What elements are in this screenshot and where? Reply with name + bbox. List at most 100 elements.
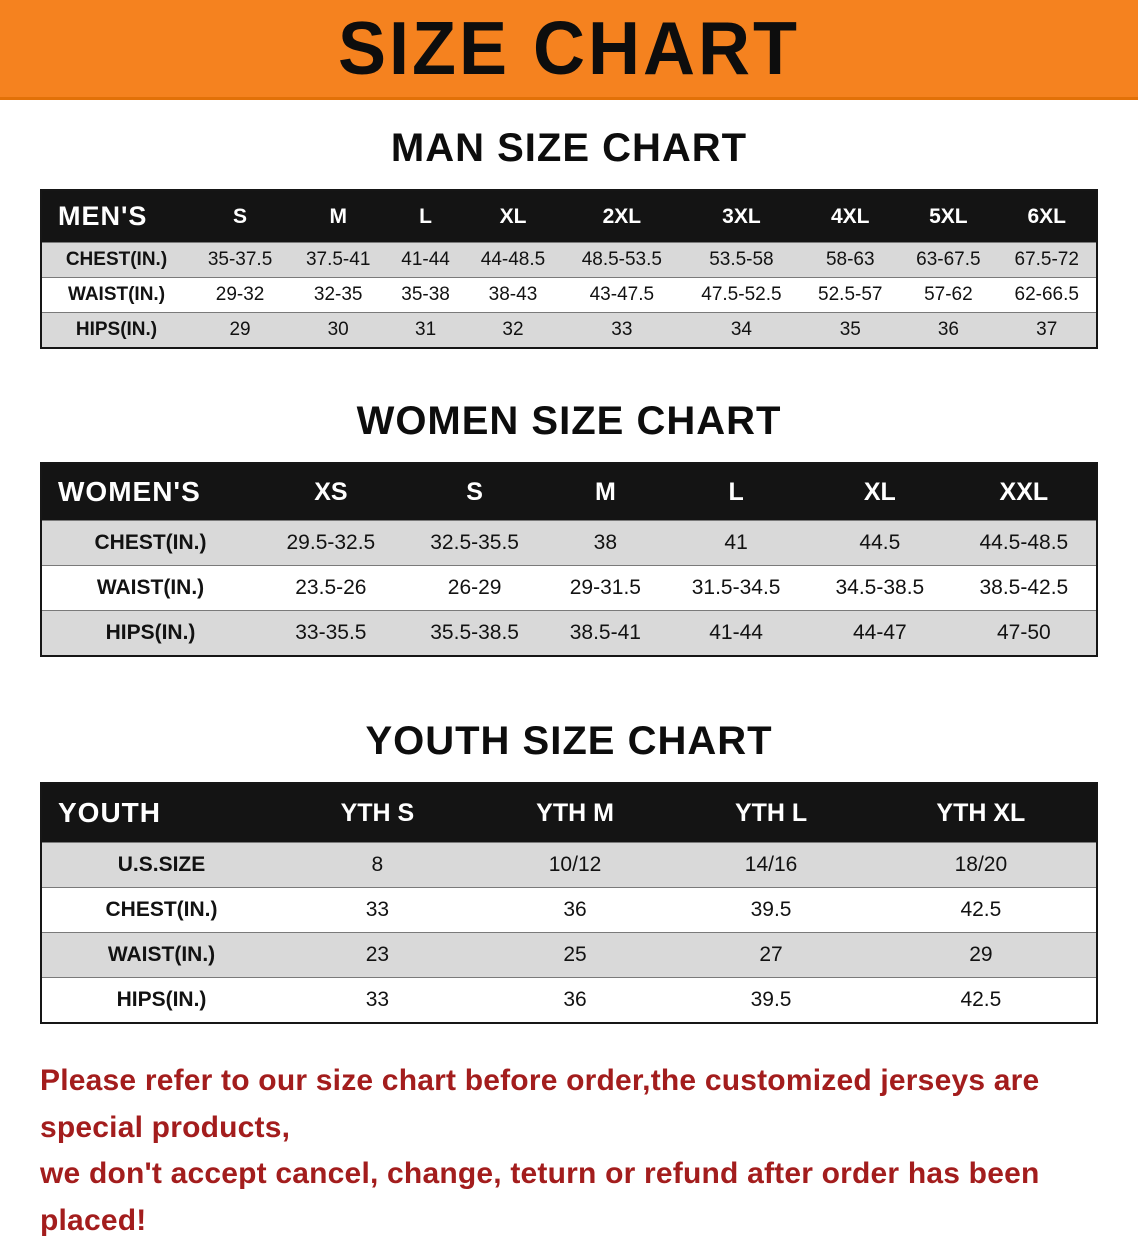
size-value-cell: 18/20 (954, 853, 1008, 876)
size-value-cell: 38-43 (488, 284, 538, 305)
table-row: WAIST(IN.) 23.5-26 26-29 29-31.5 31.5-34.5 34… (41, 565, 1097, 611)
table-row: CHEST(IN.) 35-37.5 37.5-41 41-44 44-48.5 48.5… (41, 242, 1097, 278)
table-corner-label: WOMEN'S (41, 463, 259, 521)
table-row: WAIST(IN.) 29-32 32-35 35-38 38-43 43-47.5 47.… (41, 277, 1097, 313)
size-value-cell: 32 (502, 319, 524, 340)
table-row: U.S.SIZE 8 10/12 14/16 18/20 (41, 842, 1097, 888)
size-value-cell: 42.5 (960, 898, 1002, 921)
size-column-header: YTH L (676, 783, 866, 843)
size-column-header: S (191, 190, 290, 243)
size-value-cell: 14/16 (744, 853, 798, 876)
size-value-cell: 44.5 (859, 531, 901, 554)
size-column-header: 6XL (997, 190, 1097, 243)
size-value-cell: 38.5-41 (569, 621, 641, 644)
size-value-cell: 47.5-52.5 (701, 284, 782, 305)
size-value-cell: 27 (759, 943, 783, 966)
size-column-header: M (546, 463, 665, 521)
size-value-cell: 36 (937, 319, 959, 340)
size-column-header: S (402, 463, 547, 521)
row-label: WAIST(IN.) (107, 943, 216, 966)
size-column-header: YTH M (473, 783, 677, 843)
size-column-header: 4XL (801, 190, 900, 243)
size-value-cell: 29-31.5 (569, 576, 641, 599)
size-column-header: YTH S (281, 783, 474, 843)
size-value-cell: 32.5-35.5 (430, 531, 519, 554)
size-value-cell: 31.5-34.5 (691, 576, 781, 599)
size-value-cell: 34.5-38.5 (835, 576, 925, 599)
disclaimer-line-1: Please refer to our size chart before or… (40, 1064, 1040, 1144)
size-value-cell: 58-63 (825, 249, 875, 270)
size-value-cell: 36 (563, 898, 587, 921)
row-label: CHEST(IN.) (94, 531, 207, 554)
size-value-cell: 44-48.5 (480, 249, 546, 270)
row-label: HIPS(IN.) (75, 319, 158, 340)
size-value-cell: 36 (563, 988, 587, 1011)
size-column-header: L (664, 463, 808, 521)
size-value-cell: 57-62 (924, 284, 973, 305)
size-value-cell: 23 (365, 943, 390, 966)
table-row: HIPS(IN.) 33 36 39.5 42.5 (41, 977, 1097, 1023)
row-label: HIPS(IN.) (116, 988, 207, 1011)
size-value-cell: 33 (611, 319, 633, 340)
size-value-cell: 39.5 (750, 988, 792, 1011)
women-size-table: WOMEN'S XS S M L XL XXL CHEST(IN.) 29.5-32.5 32.5… (40, 462, 1098, 657)
size-value-cell: 41 (724, 531, 748, 554)
table-row: HIPS(IN.) 29 30 31 32 33 34 35 36 37 (41, 312, 1097, 348)
youth-size-table: YOUTH YTH S YTH M YTH L YTH XL U.S.SIZE 8 10/12… (40, 782, 1098, 1024)
men-size-table: MEN'S S M L XL 2XL 3XL 4XL 5XL 6XL CHEST(IN.) 35-37… (40, 189, 1098, 349)
disclaimer-line-2: we don't accept cancel, change, teturn o… (40, 1157, 1040, 1237)
header-row: MEN'S S M L XL 2XL 3XL 4XL 5XL 6XL (41, 190, 1097, 243)
man-chart-heading: MAN SIZE CHART (390, 126, 748, 170)
size-value-cell: 44.5-48.5 (979, 531, 1069, 554)
size-value-cell: 35.5-38.5 (430, 621, 519, 644)
size-value-cell: 23.5-26 (295, 576, 367, 599)
size-value-cell: 34 (730, 319, 752, 340)
size-value-cell: 41-44 (709, 621, 763, 644)
size-column-header: XS (259, 463, 403, 521)
size-value-cell: 31 (415, 319, 437, 340)
row-label: U.S.SIZE (117, 853, 206, 876)
table-row: CHEST(IN.) 33 36 39.5 42.5 (41, 887, 1097, 933)
youth-size-chart-section: YOUTH SIZE CHART YOUTH YTH S YTH M YTH L YTH… (0, 719, 1138, 1024)
size-value-cell: 33 (365, 898, 390, 921)
size-column-header: L (387, 190, 464, 243)
table-corner-label: MEN'S (41, 190, 191, 243)
size-value-cell: 42.5 (960, 988, 1002, 1011)
size-value-cell: 29 (229, 319, 251, 340)
size-column-header: XXL (951, 463, 1097, 521)
size-value-cell: 37 (1036, 319, 1058, 340)
women-size-chart-section: WOMEN SIZE CHART WOMEN'S XS S M L XL XXL CHEST(… (0, 399, 1138, 657)
size-value-cell: 48.5-53.5 (581, 249, 662, 270)
row-label: HIPS(IN.) (105, 621, 196, 644)
size-value-cell: 44-47 (852, 621, 907, 644)
size-chart-banner: SIZE CHART (0, 0, 1138, 100)
header-row: YOUTH YTH S YTH M YTH L YTH XL (41, 783, 1097, 843)
size-value-cell: 38 (593, 531, 618, 554)
size-value-cell: 35 (839, 319, 861, 340)
size-value-cell: 53.5-58 (709, 249, 774, 270)
size-value-cell: 35-38 (401, 284, 450, 305)
size-value-cell: 30 (327, 319, 349, 340)
size-value-cell: 37.5-41 (305, 249, 371, 270)
row-label: CHEST(IN.) (65, 249, 168, 270)
size-value-cell: 10/12 (548, 853, 602, 876)
size-value-cell: 29.5-32.5 (286, 531, 376, 554)
size-value-cell: 39.5 (750, 898, 792, 921)
man-size-chart-section: MAN SIZE CHART MEN'S S M L XL 2XL 3XL 4XL 5XL 6XL… (0, 126, 1138, 349)
youth-chart-heading: YOUTH SIZE CHART (365, 719, 773, 763)
size-value-cell: 32-35 (313, 284, 363, 305)
size-value-cell: 33-35.5 (295, 621, 367, 644)
size-value-cell: 26-29 (447, 576, 502, 599)
size-column-header: XL (807, 463, 952, 521)
women-chart-heading: WOMEN SIZE CHART (356, 399, 782, 443)
disclaimer-note: Please refer to our size chart before or… (40, 1058, 1098, 1244)
size-column-header: 5XL (899, 190, 998, 243)
size-value-cell: 29 (969, 943, 993, 966)
size-value-cell: 25 (563, 943, 587, 966)
size-value-cell: 8 (371, 853, 384, 876)
size-value-cell: 63-67.5 (916, 249, 981, 270)
header-row: WOMEN'S XS S M L XL XXL (41, 463, 1097, 521)
row-label: CHEST(IN.) (105, 898, 218, 921)
banner-title: SIZE CHART (338, 6, 800, 91)
row-label: WAIST(IN.) (96, 576, 205, 599)
